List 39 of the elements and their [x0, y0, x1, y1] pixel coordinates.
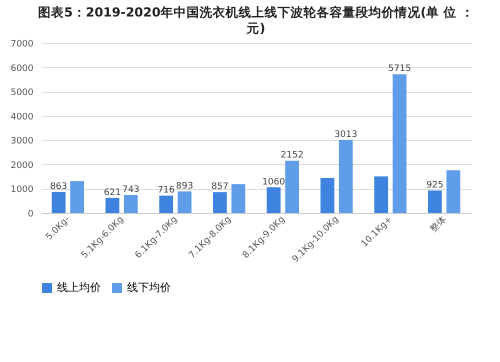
y-tick-label: 0 — [28, 210, 34, 220]
x-tick-label: 整体 — [428, 214, 448, 234]
data-label: 2152 — [280, 150, 304, 161]
data-label: 925 — [426, 180, 444, 191]
y-tick-label: 2000 — [10, 160, 34, 171]
bar — [374, 176, 388, 213]
data-label: 3013 — [334, 130, 358, 140]
chart-title: 图表5：2019-2020年中国洗衣机线上线下波轮各容量段均价情况(单 位 ：元) — [38, 4, 474, 36]
y-tick-label: 5000 — [10, 88, 34, 98]
data-label: 893 — [176, 181, 194, 192]
bar — [124, 194, 138, 213]
legend-label: 线上均价 — [57, 281, 101, 294]
data-label: 857 — [211, 182, 229, 192]
bar — [178, 191, 192, 213]
bar — [266, 187, 281, 213]
data-label: 863 — [50, 182, 68, 192]
bar — [338, 140, 353, 213]
y-tick-label: 1000 — [10, 185, 34, 196]
bar — [231, 184, 246, 213]
data-label: 716 — [158, 186, 176, 196]
y-tick-label: 4000 — [10, 112, 34, 122]
bar — [213, 192, 227, 213]
data-label: 1060 — [262, 177, 286, 188]
legend-label: 线下均价 — [127, 281, 171, 294]
bar — [392, 74, 406, 213]
bar — [70, 181, 84, 213]
bar — [52, 192, 66, 213]
data-label: 621 — [104, 188, 122, 198]
data-label: 743 — [122, 184, 140, 195]
bar — [106, 198, 120, 213]
y-tick-label: 7000 — [10, 40, 34, 50]
data-label: 5715 — [388, 64, 412, 74]
bar — [285, 160, 299, 213]
bar — [159, 196, 174, 213]
bar — [320, 178, 334, 213]
y-tick-label: 6000 — [10, 64, 34, 74]
bar — [446, 170, 460, 213]
y-tick-label: 3000 — [10, 136, 34, 147]
bar — [428, 190, 442, 213]
